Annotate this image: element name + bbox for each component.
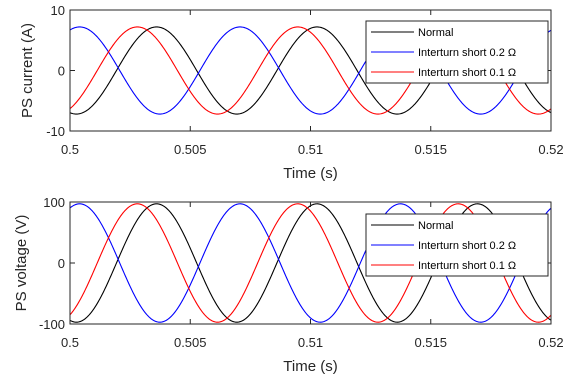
x-tick-label: 0.51 — [298, 142, 323, 157]
y-axis-label: PS voltage (V) — [13, 215, 30, 312]
legend-label-1: Normal — [418, 27, 453, 39]
x-tick-label: 0.505 — [174, 335, 207, 350]
y-tick-label: 10 — [51, 3, 65, 18]
y-axis-label: PS current (A) — [19, 23, 36, 118]
y-tick-label: -100 — [39, 317, 65, 332]
y-tick-label: 0 — [58, 256, 65, 271]
chart-1: 0.5 0.505 0.51 0.515 0.52 -10 0 10 Time (s) PS cu… — [19, 3, 564, 182]
x-tick-label: 0.51 — [298, 335, 323, 350]
series-line-2 — [70, 203, 551, 323]
legend-label-3: Interturn short 0.1 Ω — [418, 67, 516, 79]
x-tick-label: 0.515 — [414, 335, 447, 350]
legend-label-1: Normal — [418, 220, 453, 232]
x-tick-label: 0.515 — [414, 142, 447, 157]
x-tick-label: 0.52 — [538, 335, 563, 350]
x-tick-label: 0.52 — [538, 142, 563, 157]
x-axis-label: Time (s) — [283, 165, 337, 182]
legend-label-2: Interturn short 0.2 Ω — [418, 240, 516, 252]
legend: Normal Interturn short 0.2 Ω Interturn sho… — [365, 20, 549, 84]
x-axis-label: Time (s) — [283, 358, 337, 375]
legend-label-3: Interturn short 0.1 Ω — [418, 260, 516, 272]
x-tick-label: 0.5 — [61, 142, 79, 157]
legend-label-2: Interturn short 0.2 Ω — [418, 47, 516, 59]
y-tick-label: -10 — [46, 124, 65, 139]
legend: Normal Interturn short 0.2 Ω Interturn sho… — [365, 213, 549, 277]
x-tick-label: 0.5 — [61, 335, 79, 350]
y-tick-label: 0 — [58, 64, 65, 79]
series-line-3 — [70, 203, 551, 323]
y-tick-label: 100 — [43, 195, 65, 210]
series-line-2 — [70, 26, 551, 115]
x-tick-label: 0.505 — [174, 142, 207, 157]
chart-2: 0.5 0.505 0.51 0.515 0.52 -100 0 100 Time (s) PS … — [13, 195, 564, 375]
